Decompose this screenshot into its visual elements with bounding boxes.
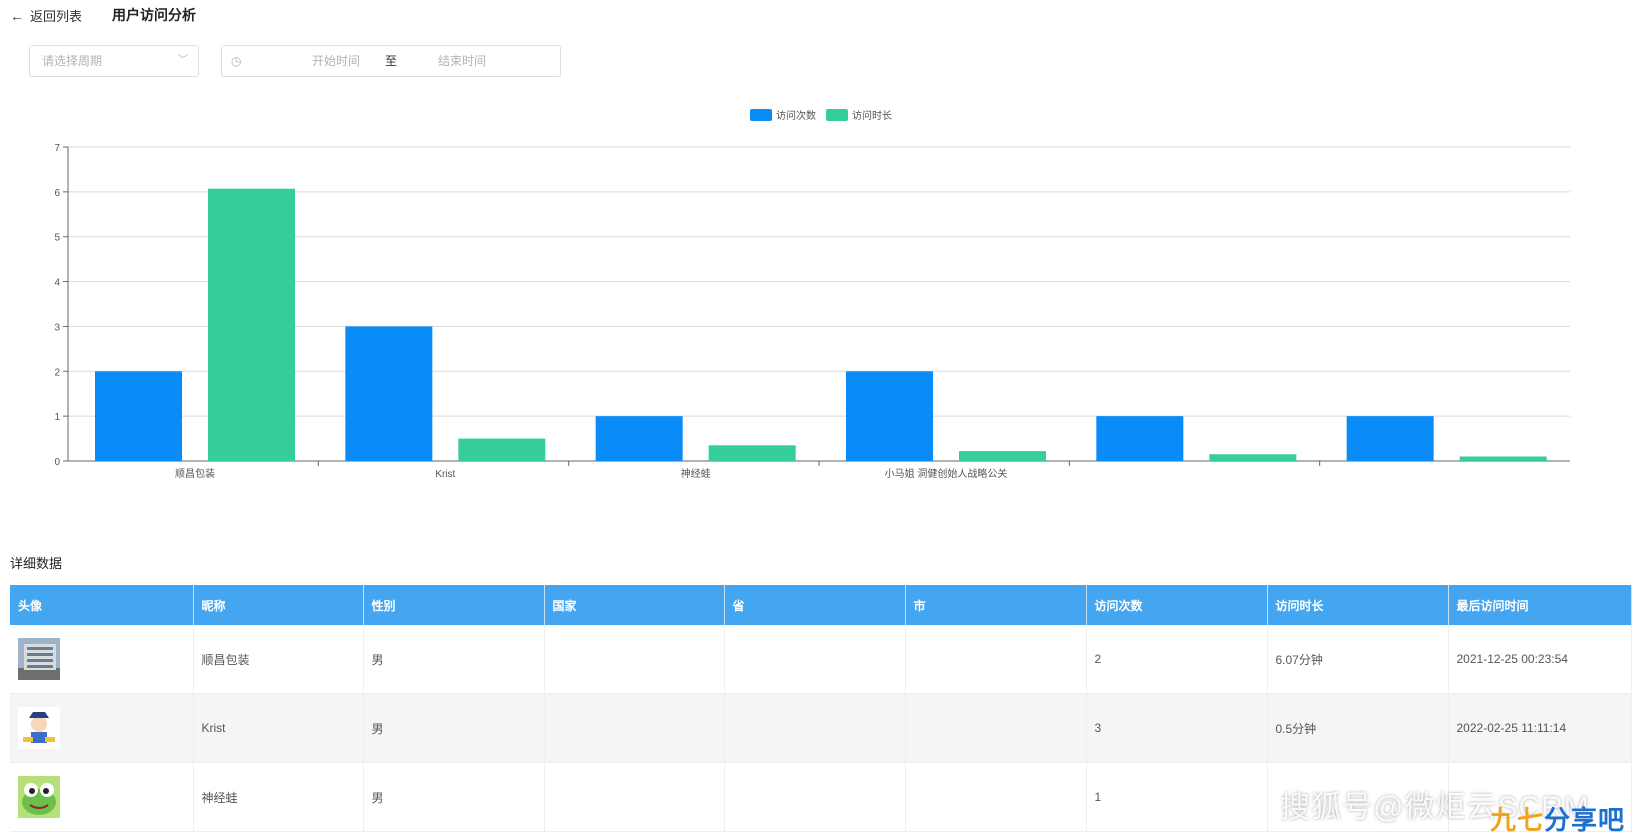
column-header-gender: 性别 [363,585,545,625]
y-tick-label: 5 [54,233,60,244]
bar-visits [1096,416,1184,461]
province-cell [724,762,906,832]
watermark-brand-b: 分享吧 [1544,805,1626,835]
column-header-visits: 访问次数 [1086,585,1268,625]
duration-cell: 6.07分钟 [1267,625,1449,694]
bar-duration [208,188,295,461]
period-placeholder: 请选择周期 [42,54,103,68]
bar-visits [846,371,933,461]
x-tick-label: Krist [435,469,455,480]
city-cell [905,625,1087,694]
bar-visits [345,326,433,461]
table-row[interactable]: Krist 男 3 0.5分钟 2022-02-25 11:11:14 [10,693,1632,763]
x-tick-label: 顺昌包装 [175,467,215,480]
watermark-brand: 九七分享吧 [1490,800,1625,837]
column-header-country: 国家 [544,585,725,625]
country-cell [544,693,725,763]
column-header-duration: 访问时长 [1267,585,1449,625]
y-tick-label: 2 [54,367,60,378]
date-range-picker[interactable]: ◷ 开始时间 至 结束时间 [221,45,561,77]
detail-table: 头像 昵称 性别 国家 省 市 访问次数 访问时长 最后访问时间 [10,585,1632,832]
city-cell [905,762,1087,832]
duration-cell [1267,762,1449,832]
country-cell [544,625,725,694]
y-tick-label: 4 [54,278,60,289]
legend-swatch-duration [826,108,848,121]
chevron-down-icon: ﹀ [178,55,188,66]
back-label: 返回列表 [30,9,83,24]
avatar-cell [10,625,194,694]
start-time-input[interactable]: 开始时间 [311,54,360,68]
end-time-input[interactable]: 结束时间 [437,54,486,68]
y-tick-label: 7 [54,143,60,154]
bar-visits [595,416,683,461]
watermark-text: 搜狐号@微炬云SCRM [1280,791,1590,824]
avatar-cell [10,762,194,832]
column-header-city: 市 [905,585,1087,625]
arrow-left-icon: ← [10,7,24,24]
legend-item-duration[interactable]: 访问时长 [826,107,892,122]
avatar-cell [10,693,194,763]
frog-avatar [18,776,60,818]
x-tick-label: 神经蛙 [681,467,711,480]
back-to-list-link[interactable]: ← 返回列表 [10,6,82,25]
building-avatar [18,638,60,680]
chart-legend: 访问次数 访问时长 [750,107,892,122]
nickname-cell: 顺昌包装 [193,625,364,694]
y-tick-label: 0 [54,457,60,468]
legend-item-visits[interactable]: 访问次数 [750,107,816,122]
period-select[interactable]: 请选择周期 ﹀ [29,45,199,77]
visits-cell: 1 [1086,762,1268,832]
bar-duration [708,445,796,461]
page-title: 用户访问分析 [112,7,196,23]
gender-cell: 男 [363,762,545,832]
column-header-last-visit: 最后访问时间 [1448,585,1632,625]
visits-cell: 3 [1086,693,1268,763]
nickname-cell: Krist [193,693,364,763]
bar-duration [959,451,1046,461]
table-header-row: 头像 昵称 性别 国家 省 市 访问次数 访问时长 最后访问时间 [10,585,1632,625]
y-tick-label: 1 [54,412,60,423]
last-visit-cell [1448,762,1632,832]
bar-visits [95,371,182,461]
nickname-cell: 神经蛙 [193,762,364,832]
bar-visits [1346,416,1434,461]
legend-swatch-visits [750,108,772,121]
column-header-province: 省 [724,585,906,625]
y-tick-label: 6 [54,188,60,199]
bar-duration [1459,456,1547,461]
x-tick-label: 小马姐 洞健创始人战略公关 [885,467,1008,480]
gender-cell: 男 [363,625,545,694]
column-header-nickname: 昵称 [193,585,364,625]
visits-cell: 2 [1086,625,1268,694]
y-tick-label: 3 [54,322,60,333]
duration-cell: 0.5分钟 [1267,693,1449,763]
table-row[interactable]: 神经蛙 男 1 [10,762,1632,832]
province-cell [724,693,906,763]
bar-duration [1209,454,1297,461]
clock-icon: ◷ [231,54,242,68]
legend-label-visits: 访问次数 [776,111,816,122]
last-visit-cell: 2022-02-25 11:11:14 [1448,693,1632,763]
country-cell [544,762,725,832]
last-visit-cell: 2021-12-25 00:23:54 [1448,625,1632,694]
column-header-avatar: 头像 [10,585,194,625]
cartoon-avatar [18,707,60,749]
watermark-brand-a: 九七 [1490,805,1545,835]
page-header: ← 返回列表 用户访问分析 [0,0,1636,30]
city-cell [905,693,1087,763]
bar-duration [458,438,546,461]
gender-cell: 男 [363,693,545,763]
province-cell [724,625,906,694]
legend-label-duration: 访问时长 [852,111,892,122]
table-row[interactable]: 顺昌包装 男 2 6.07分钟 2021-12-25 00:23:54 [10,625,1632,694]
detail-title: 详细数据 [10,556,63,571]
visit-bar-chart: 0 1 2 3 4 5 6 7 顺昌包装 Krist 神经蛙 小马姐 洞健创始人战略公关 [54,143,1570,480]
range-separator: 至 [384,54,397,68]
